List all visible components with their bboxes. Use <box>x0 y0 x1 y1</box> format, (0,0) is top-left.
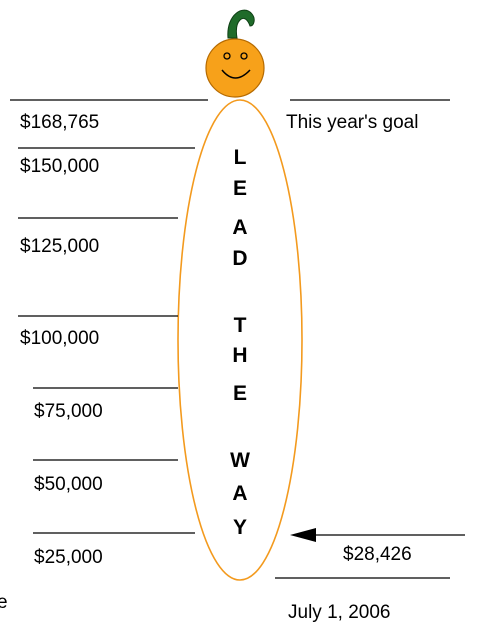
level-label: $150,000 <box>20 156 99 177</box>
level-label: $75,000 <box>34 401 103 422</box>
slogan-letter: A <box>232 216 247 239</box>
slogan-letter: H <box>232 344 247 367</box>
pumpkin-head <box>206 10 264 97</box>
goal-label: This year's goal <box>286 112 418 133</box>
slogan-letter: W <box>230 449 250 472</box>
thermometer-body <box>178 100 302 580</box>
level-label: $168,765 <box>20 112 99 133</box>
slogan-letter: Y <box>233 516 247 539</box>
date-label: July 1, 2006 <box>288 602 390 623</box>
current-amount: $28,426 <box>343 544 412 565</box>
slogan-letter: E <box>233 382 247 405</box>
level-label: $25,000 <box>34 547 103 568</box>
level-label: $50,000 <box>34 474 103 495</box>
thermometer-diagram: $168,765 $150,000 $125,000 $100,000 $75,… <box>0 0 487 634</box>
edge-text: e <box>0 592 8 613</box>
slogan-letter: A <box>232 482 247 505</box>
slogan-letter: L <box>234 146 247 169</box>
level-label: $100,000 <box>20 328 99 349</box>
slogan-letter: D <box>232 247 247 270</box>
slogan-letter: T <box>234 314 247 337</box>
arrow-head <box>290 528 316 542</box>
slogan-letter: E <box>233 177 247 200</box>
level-label: $125,000 <box>20 236 99 257</box>
